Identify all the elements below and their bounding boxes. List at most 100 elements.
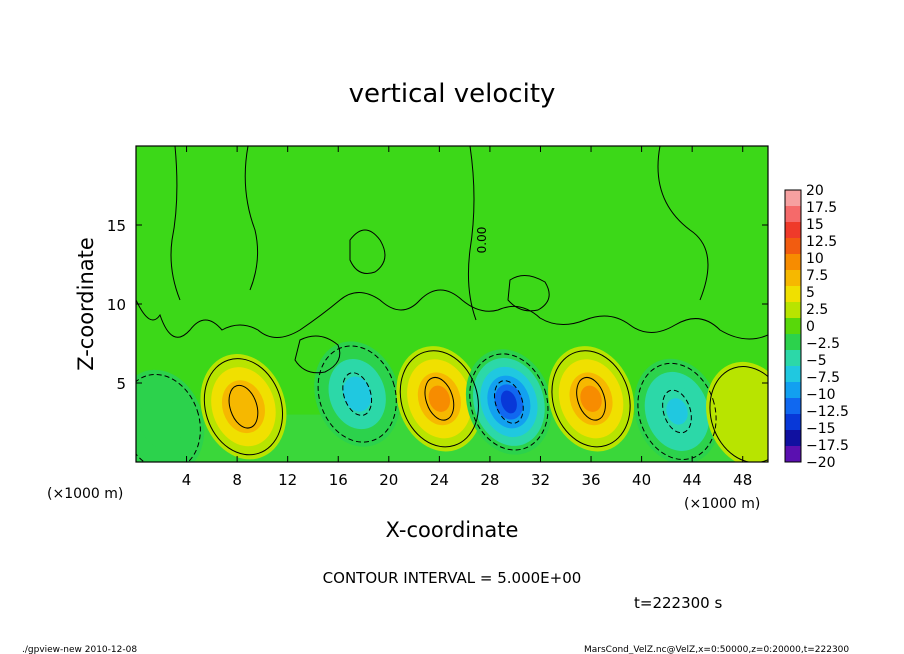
zero-contour-line (507, 275, 550, 312)
colorbar-label: −20 (806, 455, 836, 471)
colorbar-swatch (785, 366, 801, 383)
colorbar-swatch (785, 350, 801, 367)
contour-line (342, 372, 373, 416)
x-tick-label: 24 (430, 471, 449, 489)
contour-line (399, 350, 479, 448)
contour-line (662, 389, 692, 434)
zero-contour-line (136, 289, 768, 340)
colorbar-label: 17.5 (806, 200, 837, 216)
velocity-level-band (139, 396, 183, 449)
colorbar-swatch (785, 286, 801, 303)
velocity-level-band (428, 385, 451, 412)
colorbar-label: −10 (806, 387, 836, 403)
footer-right: MarsCond_VelZ.nc@VelZ,x=0:50000,z=0:2000… (584, 645, 849, 654)
y-tick-label: 5 (116, 375, 126, 393)
y-tick-label: 10 (107, 296, 126, 314)
velocity-cell-downdraft (314, 341, 401, 447)
contour-line (576, 376, 606, 421)
x-tick-label: 32 (531, 471, 550, 489)
velocity-cell-updraft (548, 346, 635, 452)
contour-line-label: 0.00 (475, 227, 489, 254)
velocity-level-band (232, 393, 255, 420)
velocity-cell-downdraft (634, 358, 720, 462)
x-axis-ticks: 4 8 12 16 20 24 28 32 36 40 44 48 (182, 146, 752, 489)
contour-line (494, 380, 524, 424)
colorbar-label: 5 (806, 285, 815, 301)
contour-line (424, 376, 455, 421)
x-tick-label: 48 (733, 471, 752, 489)
contour-line (317, 345, 397, 443)
contour-line (469, 353, 549, 451)
zero-contour-line (294, 335, 341, 374)
x-tick-label: 20 (379, 471, 398, 489)
colorbar-swatch (785, 302, 801, 319)
velocity-level-band (727, 388, 768, 441)
colorbar-label: −12.5 (806, 404, 849, 420)
velocity-cell-downdraft (136, 369, 205, 462)
colorbar-label: 15 (806, 217, 824, 233)
x-tick-label: 12 (278, 471, 297, 489)
contour-line (709, 366, 768, 462)
colorbar-label: −15 (806, 421, 836, 437)
time-text: t=222300 s (634, 594, 722, 612)
y-tick-label: 15 (107, 217, 126, 235)
contour-line (136, 373, 201, 462)
colorbar-swatch (785, 318, 801, 335)
colorbar-label: −2.5 (806, 336, 840, 352)
colorbar-label: 12.5 (806, 234, 837, 250)
contour-lines (136, 146, 768, 462)
x-axis-label: X-coordinate (386, 518, 519, 542)
velocity-level-band (666, 398, 688, 425)
footer-left: ./gpview-new 2010-12-08 (22, 645, 137, 654)
colorbar-swatch (785, 398, 801, 415)
colorbar-label: 7.5 (806, 268, 828, 284)
colorbar-swatch (785, 430, 801, 447)
zero-contour-line (467, 146, 477, 321)
velocity-cell-updraft (706, 361, 768, 462)
colorbar-label: −17.5 (806, 438, 849, 454)
x-tick-label: 44 (683, 471, 702, 489)
chart-title: vertical velocity (349, 79, 556, 109)
velocity-level-band (342, 376, 372, 412)
colorbar-swatch (785, 254, 801, 271)
x-tick-label: 8 (232, 471, 242, 489)
zero-contour-line (244, 146, 259, 291)
y-axis-label: Z-coordinate (74, 237, 98, 371)
velocity-cell-downdraft (465, 349, 552, 455)
colorbar-swatch (785, 446, 801, 463)
colorbar-swatch (785, 334, 801, 351)
colorbar-label: 10 (806, 251, 824, 267)
velocity-level-band (580, 385, 602, 412)
x-tick-label: 28 (480, 471, 499, 489)
colorbar-label: −7.5 (806, 370, 840, 386)
colorbar-swatch (785, 238, 801, 255)
colorbar-swatch (785, 382, 801, 399)
colorbar-swatch (785, 206, 801, 223)
colorbar: 2017.51512.5107.552.50−2.5−5−7.5−10−12.5… (784, 183, 849, 471)
zero-contour-line (170, 146, 181, 301)
zero-contour-line (657, 146, 709, 301)
zero-contour-line (349, 229, 386, 274)
colorbar-label: 0 (806, 319, 815, 335)
x-tick-label: 16 (329, 471, 348, 489)
y-axis-ticks: 5 10 15 (107, 217, 768, 393)
colorbar-swatch (785, 190, 801, 207)
x-tick-label: 40 (632, 471, 651, 489)
contour-line (228, 384, 259, 429)
colorbar-swatch (785, 270, 801, 287)
colorbar-frame (784, 189, 802, 463)
contour-line (203, 358, 284, 456)
velocity-cell-updraft (200, 354, 287, 460)
x-tick-label: 4 (182, 471, 192, 489)
colorbar-swatch (785, 222, 801, 239)
contour-interval-text: CONTOUR INTERVAL = 5.000E+00 (323, 569, 582, 587)
x-axis-unit-left: (×1000 m) (47, 486, 123, 502)
colorbar-label: 20 (806, 183, 824, 199)
x-axis-unit-right: (×1000 m) (684, 496, 760, 512)
colorbar-swatch (785, 414, 801, 431)
colorbar-label: −5 (806, 353, 827, 369)
x-tick-label: 36 (581, 471, 600, 489)
colorbar-label: 2.5 (806, 302, 828, 318)
velocity-field (136, 341, 768, 462)
